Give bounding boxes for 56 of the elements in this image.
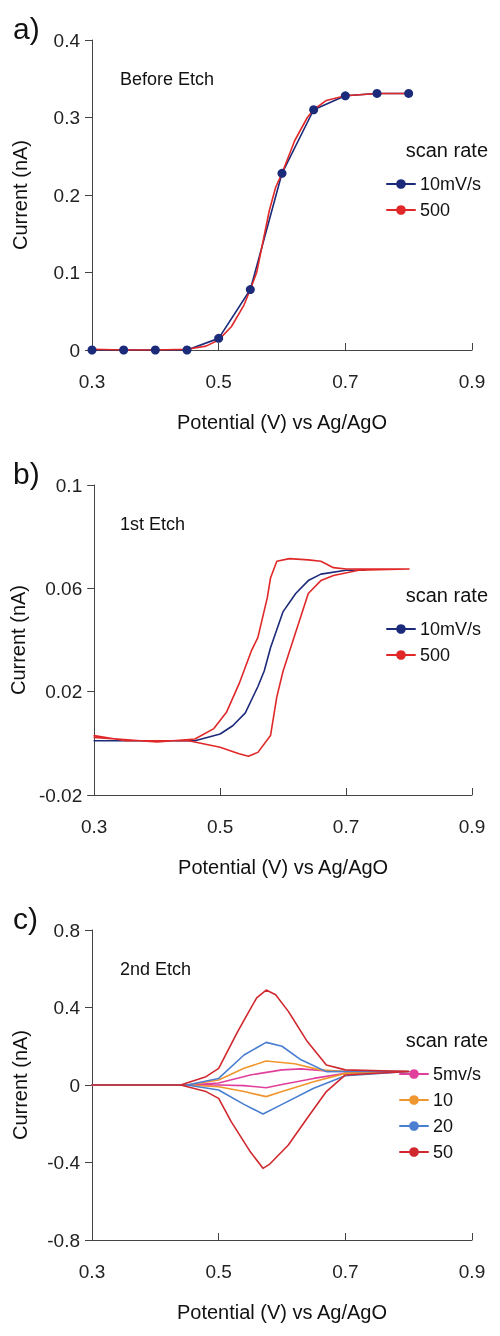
point: [119, 345, 129, 355]
annotation: Before Etch: [120, 69, 215, 89]
x-tick-label: 0.9: [458, 1261, 486, 1282]
point: [309, 105, 319, 115]
legend-title: scan rate: [405, 139, 488, 161]
legend-title: scan rate: [405, 584, 488, 606]
y-tick-label: 0.2: [53, 184, 80, 206]
legend-label: 10mV/s: [419, 174, 482, 194]
y-axis-title: Current (nA): [9, 1029, 31, 1141]
chart-title: b): [13, 456, 40, 490]
y-tick-label: 0.06: [45, 577, 83, 599]
legend-label: 5mv/s: [432, 1064, 482, 1084]
point: [340, 91, 350, 101]
point: [182, 345, 192, 355]
point: [245, 285, 255, 295]
point: [372, 88, 382, 98]
x-tick-label: 0.7: [332, 371, 359, 392]
x-axis-title: Potential (V) vs Ag/AgO: [176, 411, 388, 433]
x-tick-label: 0.9: [458, 371, 486, 392]
x-tick-label: 0.5: [205, 371, 232, 392]
y-tick-label: 0.4: [53, 29, 81, 51]
legend-label: 500: [419, 645, 451, 665]
x-tick-label: 0.7: [332, 1261, 359, 1282]
y-tick-label: 0.3: [53, 107, 80, 128]
x-tick-label: 0.7: [332, 816, 360, 837]
y-tick-label: 0.1: [55, 474, 83, 496]
legend-label: 20: [432, 1116, 454, 1136]
point: [150, 345, 160, 355]
point: [277, 168, 287, 178]
chart-title: a): [13, 11, 40, 45]
annotation: 1st Etch: [120, 514, 186, 534]
y-tick-label: 0.8: [53, 919, 80, 941]
y-tick-label: 0.4: [53, 997, 81, 1018]
legend-title: scan rate: [405, 1029, 488, 1051]
y-tick-label: 0.02: [45, 681, 83, 703]
y-axis-title: Current (nA): [9, 139, 31, 251]
x-axis-title: Potential (V) vs Ag/AgO: [178, 856, 389, 878]
legend-label: 50: [432, 1142, 454, 1162]
y-tick-label: -0.02: [38, 784, 83, 806]
y-axis-title: Current (nA): [7, 584, 29, 696]
point: [214, 333, 224, 343]
x-tick-label: 0.5: [206, 816, 234, 837]
chart-title: c): [13, 901, 38, 935]
x-axis-title: Potential (V) vs Ag/AgO: [176, 1301, 388, 1323]
legend-label: 500: [419, 200, 451, 220]
annotation: 2nd Etch: [120, 959, 192, 979]
x-tick-label: 0.5: [205, 1261, 232, 1282]
legend-label: 10mV/s: [419, 619, 482, 639]
y-tick-label: 0: [69, 1074, 80, 1096]
y-tick-label: 0: [69, 339, 80, 361]
y-tick-label: -0.4: [47, 1152, 81, 1173]
y-tick-label: 0.1: [53, 262, 80, 283]
point: [404, 88, 414, 98]
legend-label: 10: [432, 1090, 454, 1110]
x-tick-label: 0.9: [458, 816, 486, 837]
y-tick-label: -0.8: [47, 1229, 80, 1251]
